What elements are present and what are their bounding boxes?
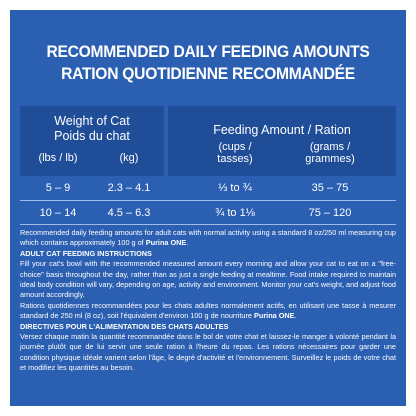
text: . — [294, 311, 297, 321]
instructions: Recommended daily feeding amounts for ad… — [20, 228, 396, 374]
cell: 5 – 9 — [45, 182, 71, 194]
unit: (grams / grammes) — [305, 141, 355, 165]
text: Recommended daily feeding amounts for ad… — [20, 228, 396, 248]
heading-text: DIRECTIVES POUR L'ALIMENTATION DES CHATS… — [20, 321, 229, 331]
cell: 2.3 – 4.1 — [107, 182, 151, 194]
row-divider — [20, 224, 396, 225]
paragraph: Rations quotidiennes recommandées pour l… — [20, 301, 396, 322]
heading: DIRECTIVES POUR L'ALIMENTATION DES CHATS… — [20, 322, 396, 332]
heading: ADULT CAT FEEDING INSTRUCTIONS — [20, 249, 396, 259]
weight-header: Weight of Cat — [54, 114, 130, 128]
paragraph: Fill your cat's bowl with the recommende… — [20, 259, 396, 300]
brand: Purina ONE — [145, 238, 187, 248]
row-divider — [20, 200, 396, 201]
unit: (kg) — [119, 152, 139, 164]
paragraph: Recommended daily feeding amounts for ad… — [20, 228, 396, 249]
cell: 10 – 14 — [39, 207, 77, 219]
cell: 75 – 120 — [308, 207, 352, 219]
weight-header-panel — [20, 106, 164, 176]
cell: 4.5 – 6.3 — [107, 207, 151, 219]
label: RECOMMENDED DAILY FEEDING AMOUNTS RATION… — [10, 10, 406, 406]
title-line: RATION QUOTIDIENNE RECOMMANDÉE — [61, 64, 355, 83]
paragraph: Versez chaque matin la quantité recomman… — [20, 332, 396, 373]
cell: ¾ to 1⅛ — [215, 207, 255, 219]
unit: (cups / tasses) — [217, 141, 253, 165]
text: . — [186, 238, 189, 248]
cell: ⅓ to ¾ — [218, 182, 252, 194]
weight-header: Poids du chat — [54, 129, 130, 143]
title-line: RECOMMENDED DAILY FEEDING AMOUNTS — [46, 42, 370, 61]
unit: (lbs / lb) — [38, 152, 78, 164]
brand: Purina ONE — [254, 311, 295, 321]
amount-header: Feeding Amount / Ration — [213, 123, 351, 137]
heading-text: ADULT CAT FEEDING INSTRUCTIONS — [20, 248, 152, 258]
amount-header-panel — [168, 106, 396, 176]
cell: 35 – 75 — [311, 182, 349, 194]
text: Rations quotidiennes recommandées pour l… — [20, 300, 396, 321]
